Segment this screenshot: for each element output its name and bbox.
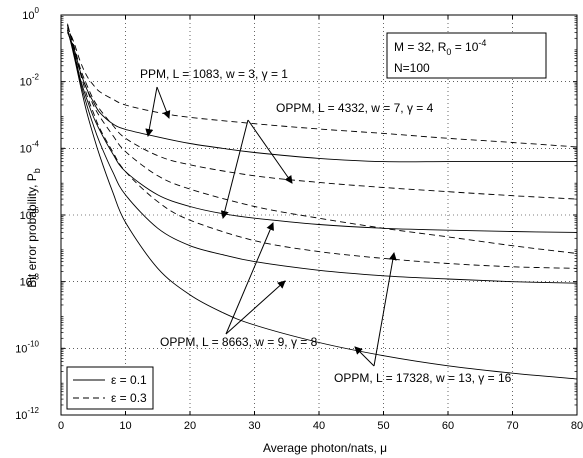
annotation-ppm: PPM, L = 1083, w = 3, γ = 1 <box>140 67 288 137</box>
params-line-1: M = 32, R0 = 10-4 <box>394 38 486 57</box>
y-tick-exponent: 0 <box>35 6 40 15</box>
annotation-ppm-arrow-1 <box>145 86 158 137</box>
annotation-oppm-4332-arrow-1 <box>220 119 249 219</box>
legend-label-eps-0-3: ε = 0.3 <box>111 391 147 405</box>
x-axis-title: Average photon/nats, μ <box>263 441 387 455</box>
params-r-subscript: 0 <box>446 47 451 57</box>
annotation-ppm-arrow-2 <box>156 86 171 119</box>
annotation-oppm-17328-arrow-1 <box>354 346 375 367</box>
params-line-2: N=100 <box>394 61 430 75</box>
annotation-oppm-4332: OPPM, L = 4332, w = 7, γ = 4 <box>220 101 434 219</box>
legend-label-eps-0-1: ε = 0.1 <box>111 373 147 387</box>
annotation-oppm-17328-label: OPPM, L = 17328, w = 13, γ = 16 <box>334 371 512 385</box>
series-line-4 <box>67 24 578 200</box>
annotation-oppm-8663-arrow-1 <box>225 222 274 335</box>
annotation-oppm-8663-arrow-2 <box>225 280 286 335</box>
series-line-2 <box>67 26 578 148</box>
x-tick-label: 80 <box>571 420 583 432</box>
annotation-oppm-8663-label: OPPM, L = 8663, w = 9, γ = 8 <box>160 335 318 349</box>
annotation-ppm-label: PPM, L = 1083, w = 3, γ = 1 <box>140 67 288 81</box>
params-m-r-label: M = 32, R <box>394 40 447 54</box>
annotation-oppm-4332-label: OPPM, L = 4332, w = 7, γ = 4 <box>276 101 434 115</box>
series-line-3 <box>67 30 578 233</box>
params-exponent: -4 <box>478 38 486 48</box>
params-box: M = 32, R0 = 10-4 N=100 <box>386 32 547 79</box>
grid <box>61 15 577 415</box>
y-tick-exponent: -2 <box>32 73 40 82</box>
y-tick-exponent: -12 <box>27 406 39 415</box>
y-axis-title-subscript: b <box>32 168 42 173</box>
x-tick-label: 30 <box>248 420 260 432</box>
x-tick-label: 60 <box>442 420 454 432</box>
legend: ε = 0.1 ε = 0.3 <box>66 366 154 410</box>
y-axis-title: Bit error probability, Pb <box>25 168 42 288</box>
annotation-oppm-17328-arrow-2 <box>373 252 397 367</box>
x-tick-label: 0 <box>58 420 64 432</box>
y-tick-exponent: -4 <box>32 139 40 148</box>
series-line-7 <box>67 28 578 380</box>
x-tick-labels: 0 10 20 30 40 50 60 70 80 <box>58 420 583 432</box>
annotation-oppm-17328: OPPM, L = 17328, w = 13, γ = 16 <box>334 252 512 385</box>
x-tick-label: 10 <box>119 420 131 432</box>
y-tick-exponent: -8 <box>32 273 40 282</box>
legend-frame <box>66 366 154 410</box>
series-line-8 <box>67 23 578 269</box>
series-layer <box>67 23 578 380</box>
x-tick-label: 20 <box>184 420 196 432</box>
y-tick-exponent: -10 <box>27 339 39 348</box>
annotation-oppm-8663: OPPM, L = 8663, w = 9, γ = 8 <box>160 222 318 349</box>
params-box-frame <box>386 32 547 79</box>
tick-marks <box>60 14 578 416</box>
y-tick-exponent: -6 <box>32 206 40 215</box>
annotation-oppm-4332-arrow-2 <box>247 119 293 184</box>
params-equals-ten: = 10 <box>451 40 478 54</box>
y-axis-title-main: Bit error probability, P <box>25 173 39 288</box>
x-tick-label: 50 <box>377 420 389 432</box>
x-tick-label: 70 <box>506 420 518 432</box>
x-tick-label: 40 <box>313 420 325 432</box>
series-line-6 <box>67 24 578 254</box>
series-line-5 <box>67 30 578 284</box>
